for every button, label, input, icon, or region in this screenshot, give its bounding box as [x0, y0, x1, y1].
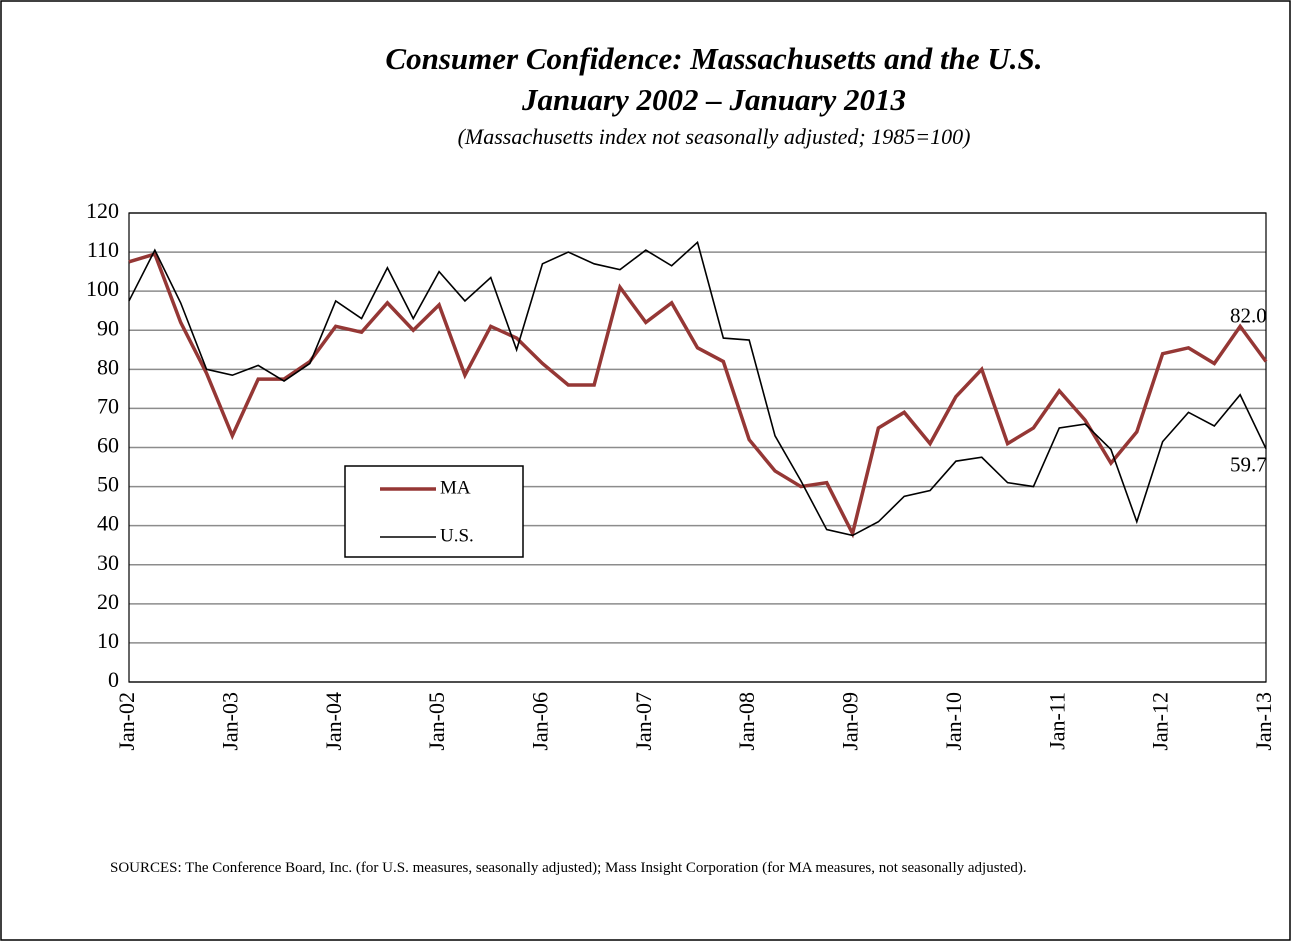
x-tick-label: Jan-13	[1251, 692, 1276, 751]
y-tick-label: 20	[97, 589, 119, 614]
legend-label: MA	[440, 477, 471, 498]
x-tick-label: Jan-12	[1148, 692, 1173, 751]
series-line	[128, 240, 1267, 537]
y-tick-label: 30	[97, 550, 119, 575]
series-line	[128, 251, 1268, 539]
y-tick-label: 80	[97, 354, 119, 379]
y-tick-label: 120	[86, 198, 119, 223]
x-tick-label: Jan-04	[321, 692, 346, 751]
y-tick-label: 90	[97, 315, 119, 340]
legend-box	[344, 465, 524, 558]
data-label: 59.7	[1230, 452, 1267, 476]
x-tick-label: Jan-07	[631, 692, 656, 751]
x-tick-label: Jan-08	[734, 692, 759, 751]
x-tick-label: Jan-06	[528, 692, 553, 751]
y-tick-label: 70	[97, 393, 119, 418]
x-tick-label: Jan-05	[424, 692, 449, 751]
x-tick-label: Jan-09	[838, 692, 863, 751]
y-tick-label: 50	[97, 472, 119, 497]
source-note: SOURCES: The Conference Board, Inc. (for…	[110, 860, 1027, 876]
y-tick-label: 10	[97, 628, 119, 653]
y-tick-label: 100	[86, 276, 119, 301]
y-tick-label: 0	[108, 667, 119, 692]
x-tick-label: Jan-02	[114, 692, 139, 751]
data-label: 82.0	[1230, 303, 1267, 327]
y-tick-label: 110	[87, 237, 119, 262]
chart-title-2: January 2002 – January 2013	[521, 82, 906, 117]
legend-label: U.S.	[440, 525, 474, 546]
y-tick-label: 60	[97, 433, 119, 458]
chart-title: Consumer Confidence: Massachusetts and t…	[385, 41, 1042, 76]
x-tick-label: Jan-03	[217, 692, 242, 751]
y-tick-label: 40	[97, 511, 119, 536]
chart-subtitle: (Massachusetts index not seasonally adju…	[458, 124, 971, 149]
x-tick-label: Jan-10	[941, 692, 966, 751]
x-tick-label: Jan-11	[1044, 692, 1069, 750]
